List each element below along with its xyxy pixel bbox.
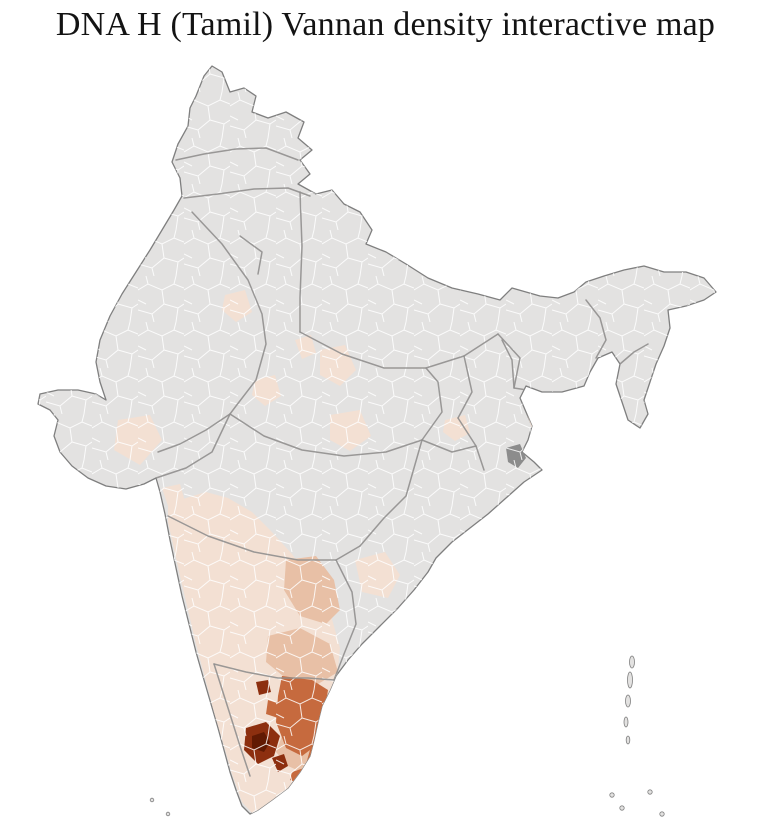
district-grid — [38, 66, 716, 814]
island — [629, 655, 635, 669]
island — [623, 716, 629, 728]
andaman-islands[interactable] — [609, 655, 665, 817]
island — [625, 735, 631, 745]
island — [659, 811, 665, 817]
island — [625, 694, 631, 708]
island — [165, 811, 171, 817]
island — [149, 797, 155, 803]
island — [627, 671, 633, 689]
lakshadweep-islands[interactable] — [149, 797, 171, 817]
island — [609, 792, 615, 798]
page-title: DNA H (Tamil) Vannan density interactive… — [55, 6, 716, 43]
island — [647, 789, 653, 795]
state-borders — [155, 147, 649, 777]
island — [619, 805, 625, 811]
